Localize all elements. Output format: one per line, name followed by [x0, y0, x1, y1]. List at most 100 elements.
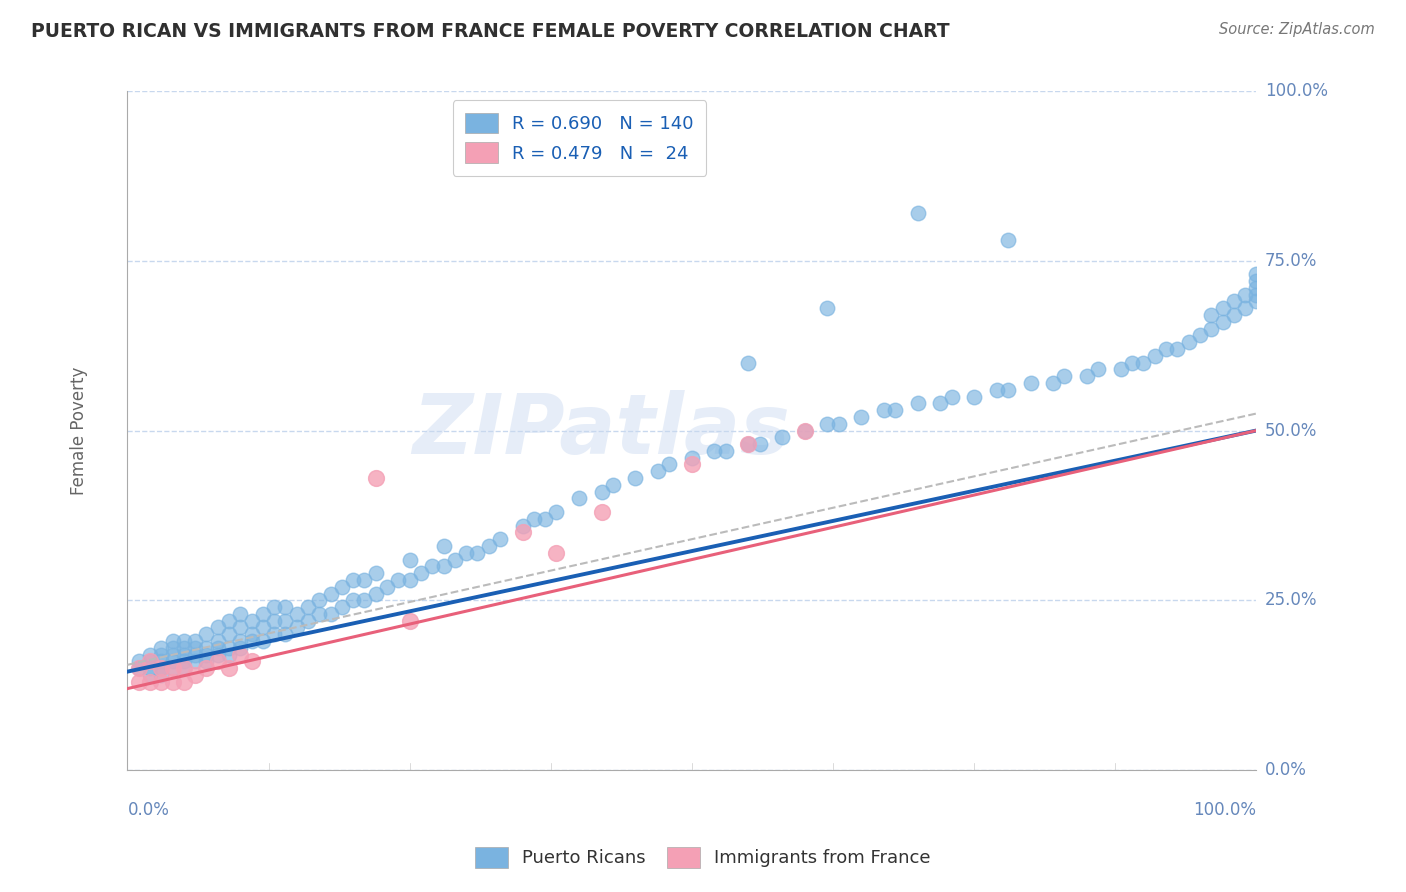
Point — [229, 634, 252, 648]
Point — [297, 600, 319, 615]
Point — [218, 648, 240, 662]
Point — [907, 206, 929, 220]
Point — [1019, 376, 1042, 390]
Point — [229, 648, 252, 662]
Text: Source: ZipAtlas.com: Source: ZipAtlas.com — [1219, 22, 1375, 37]
Point — [1166, 342, 1188, 356]
Point — [162, 674, 184, 689]
Point — [941, 390, 963, 404]
Point — [285, 620, 308, 634]
Point — [330, 600, 353, 615]
Point — [793, 424, 815, 438]
Point — [195, 655, 218, 669]
Point — [263, 600, 285, 615]
Point — [319, 607, 342, 621]
Point — [512, 525, 534, 540]
Point — [139, 655, 162, 669]
Point — [432, 539, 454, 553]
Point — [150, 661, 173, 675]
Point — [737, 437, 759, 451]
Point — [523, 512, 546, 526]
Point — [240, 634, 263, 648]
Point — [139, 655, 162, 669]
Point — [443, 552, 465, 566]
Point — [162, 634, 184, 648]
Point — [207, 648, 229, 662]
Point — [263, 614, 285, 628]
Point — [184, 634, 207, 648]
Point — [297, 614, 319, 628]
Point — [534, 512, 557, 526]
Point — [162, 655, 184, 669]
Point — [681, 458, 703, 472]
Point — [658, 458, 681, 472]
Point — [173, 661, 195, 675]
Point — [195, 640, 218, 655]
Point — [568, 491, 591, 506]
Point — [128, 661, 150, 675]
Point — [207, 620, 229, 634]
Point — [1053, 369, 1076, 384]
Text: 0.0%: 0.0% — [128, 801, 169, 819]
Point — [387, 573, 409, 587]
Point — [1199, 321, 1222, 335]
Point — [139, 648, 162, 662]
Text: 75.0%: 75.0% — [1265, 252, 1317, 269]
Point — [173, 655, 195, 669]
Point — [1223, 294, 1246, 309]
Point — [173, 648, 195, 662]
Point — [454, 546, 477, 560]
Point — [162, 648, 184, 662]
Point — [851, 409, 873, 424]
Point — [873, 403, 896, 417]
Point — [624, 471, 647, 485]
Point — [173, 661, 195, 675]
Point — [591, 505, 613, 519]
Point — [1223, 308, 1246, 322]
Point — [432, 559, 454, 574]
Point — [1246, 267, 1268, 281]
Point — [602, 478, 624, 492]
Point — [218, 640, 240, 655]
Point — [1246, 281, 1268, 295]
Point — [274, 614, 297, 628]
Point — [229, 620, 252, 634]
Point — [478, 539, 501, 553]
Point — [398, 614, 420, 628]
Point — [353, 573, 375, 587]
Point — [162, 640, 184, 655]
Point — [546, 505, 568, 519]
Point — [150, 674, 173, 689]
Point — [1212, 301, 1234, 316]
Point — [703, 443, 725, 458]
Point — [997, 383, 1019, 397]
Point — [1246, 294, 1268, 309]
Point — [770, 430, 793, 444]
Point — [240, 655, 263, 669]
Point — [793, 424, 815, 438]
Point — [207, 634, 229, 648]
Point — [512, 518, 534, 533]
Point — [364, 471, 387, 485]
Point — [240, 627, 263, 641]
Point — [997, 233, 1019, 247]
Point — [150, 640, 173, 655]
Point — [184, 640, 207, 655]
Point — [207, 640, 229, 655]
Point — [285, 607, 308, 621]
Point — [815, 301, 838, 316]
Point — [907, 396, 929, 410]
Point — [162, 661, 184, 675]
Point — [150, 668, 173, 682]
Point — [263, 627, 285, 641]
Point — [207, 655, 229, 669]
Point — [467, 546, 489, 560]
Point — [195, 627, 218, 641]
Point — [398, 552, 420, 566]
Point — [184, 668, 207, 682]
Point — [218, 627, 240, 641]
Point — [1121, 355, 1143, 369]
Point — [1246, 274, 1268, 288]
Legend: R = 0.690   N = 140, R = 0.479   N =  24: R = 0.690 N = 140, R = 0.479 N = 24 — [453, 100, 706, 176]
Point — [218, 661, 240, 675]
